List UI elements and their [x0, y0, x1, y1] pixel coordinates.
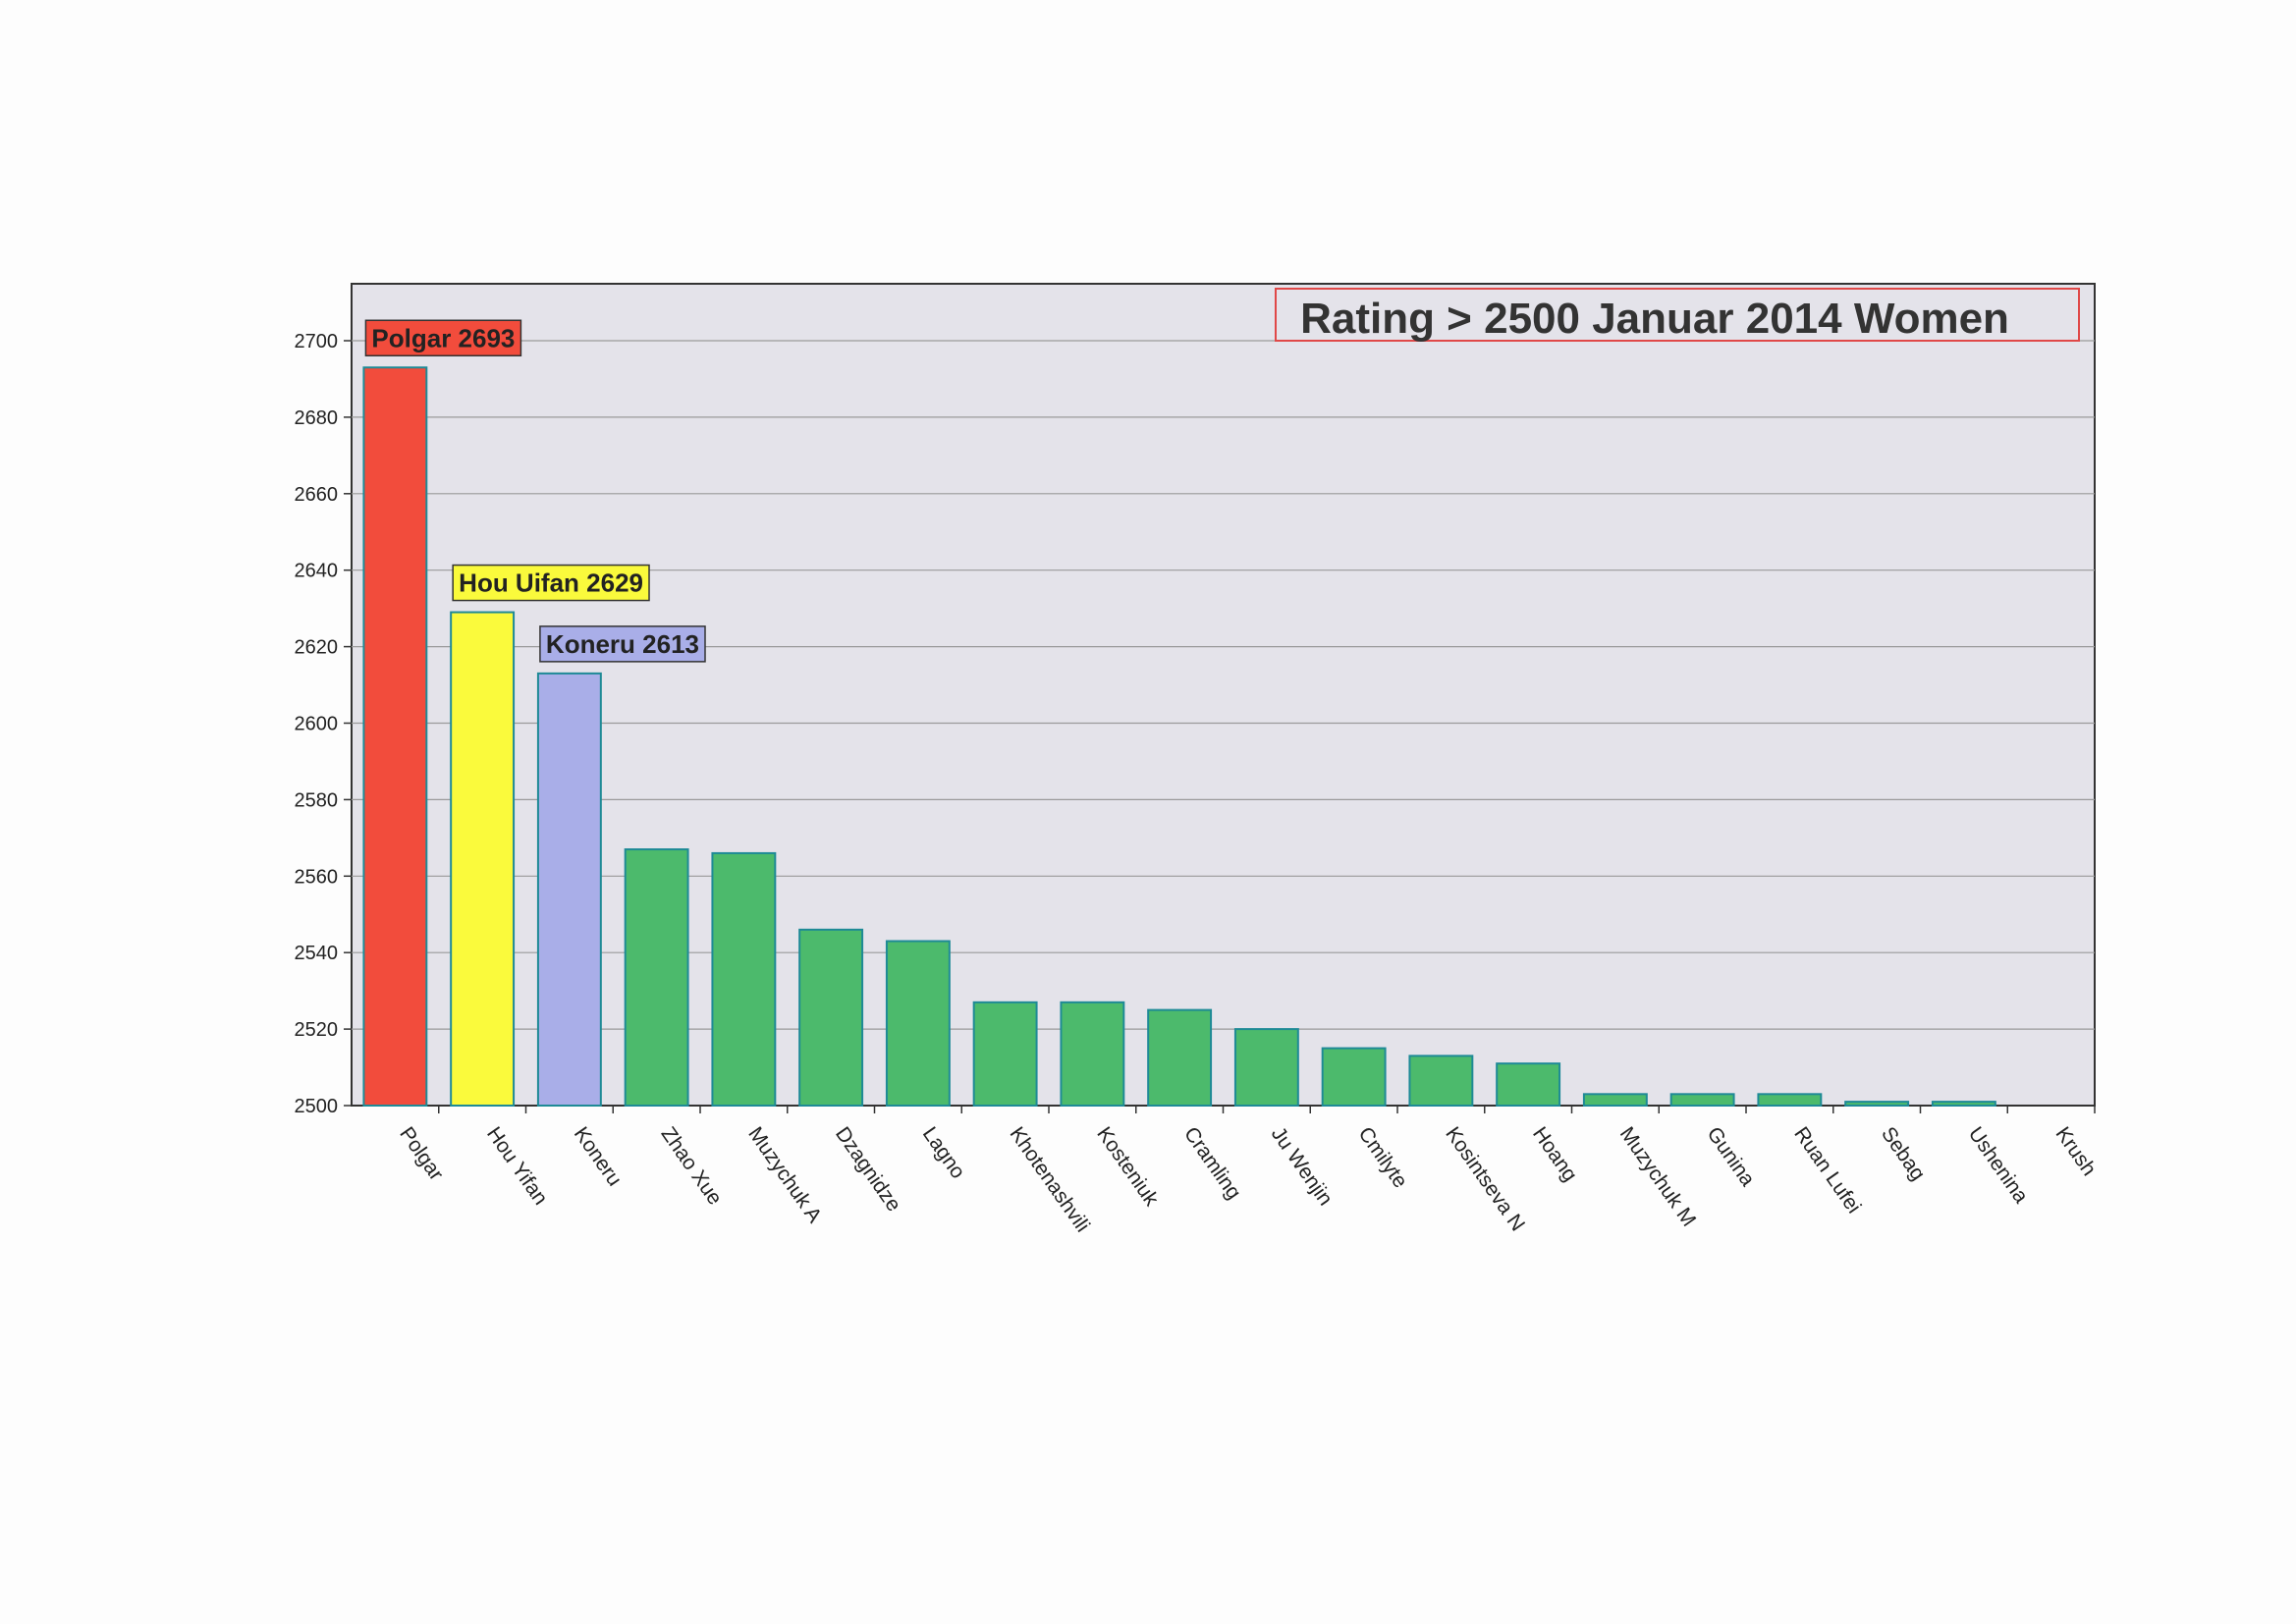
bar: [1233, 1028, 1299, 1107]
y-tick-label: 2680: [295, 407, 339, 429]
x-category-label: Ju Wenjin: [1267, 1123, 1338, 1210]
y-tick-label: 2500: [295, 1096, 339, 1117]
callouts: Polgar 2693 Hou Uifan 2629 Koneru 2613: [364, 319, 706, 663]
x-category-label: Muzychuk M: [1615, 1123, 1700, 1231]
callout: Hou Uifan 2629: [452, 564, 650, 602]
callout: Koneru 2613: [539, 625, 706, 663]
y-tick-label: 2580: [295, 789, 339, 811]
bar: [536, 672, 602, 1107]
x-category-label: Cmilyte: [1354, 1123, 1412, 1193]
callout-label: Koneru 2613: [546, 629, 699, 659]
bar: [1496, 1062, 1561, 1108]
x-category-label: Hou Yifan: [482, 1123, 552, 1210]
callout-label: Hou Uifan 2629: [459, 568, 643, 598]
x-category-label: Sebag: [1877, 1123, 1930, 1185]
x-category-label: Zhao Xue: [657, 1123, 727, 1210]
x-category-label: Ruan Lufei: [1789, 1123, 1865, 1218]
x-category-label: Muzychuk A: [743, 1123, 826, 1227]
bar: [972, 1001, 1038, 1108]
bar: [1931, 1101, 1996, 1107]
bar: [450, 611, 516, 1107]
x-category-label: Krush: [2051, 1123, 2101, 1180]
x-category-label: Dzagnidze: [831, 1123, 905, 1216]
bar: [1582, 1093, 1648, 1107]
bar: [1321, 1047, 1387, 1107]
x-category-label: Hoang: [1528, 1123, 1581, 1186]
y-tick-label: 2660: [295, 484, 339, 506]
x-category-label: Gunina: [1703, 1123, 1760, 1191]
bar: [1669, 1093, 1735, 1107]
y-tick-label: 2600: [295, 714, 339, 735]
bar: [1844, 1101, 1910, 1107]
callout: Polgar 2693: [364, 319, 522, 357]
x-category-label: Koneru: [570, 1123, 627, 1191]
y-tick-label: 2640: [295, 561, 339, 582]
callout-box: [364, 319, 522, 357]
chart-title-box: Rating > 2500 Januar 2014 Women: [1275, 288, 2080, 343]
y-tick-label: 2560: [295, 866, 339, 888]
y-tick-label: 2540: [295, 943, 339, 964]
x-category-label: Polgar: [395, 1123, 448, 1185]
bar: [798, 928, 864, 1108]
y-axis-ticks: 2500 2520 2540 2560 2580 2600 2620 2640 2660 2680…: [295, 331, 352, 1117]
x-category-label: Kosintseva N: [1441, 1123, 1529, 1236]
bar: [1757, 1093, 1823, 1107]
bar: [624, 848, 689, 1107]
chart-title: Rating > 2500 Januar 2014 Women: [1300, 295, 2009, 343]
bar: [362, 366, 428, 1107]
bar: [1147, 1008, 1213, 1107]
x-category-label: Lagno: [918, 1123, 969, 1183]
title-border: [1275, 288, 2080, 342]
callout-box: [452, 564, 650, 602]
plot-area: [351, 283, 2096, 1107]
x-category-label: Ushenina: [1964, 1123, 2033, 1208]
y-tick-label: 2700: [295, 331, 339, 352]
x-category-label: Cramling: [1179, 1123, 1245, 1204]
x-category-label: Khotenashvili: [1006, 1123, 1094, 1237]
y-tick-label: 2620: [295, 637, 339, 659]
bar: [885, 940, 951, 1108]
bar: [1408, 1055, 1474, 1107]
bars: [362, 366, 1996, 1108]
callout-box: [539, 625, 706, 663]
callout-label: Polgar 2693: [371, 323, 515, 352]
bar: [711, 851, 777, 1107]
y-tick-label: 2520: [295, 1019, 339, 1041]
x-category-label: Kosteniuk: [1092, 1123, 1163, 1211]
bar: [1060, 1001, 1125, 1108]
